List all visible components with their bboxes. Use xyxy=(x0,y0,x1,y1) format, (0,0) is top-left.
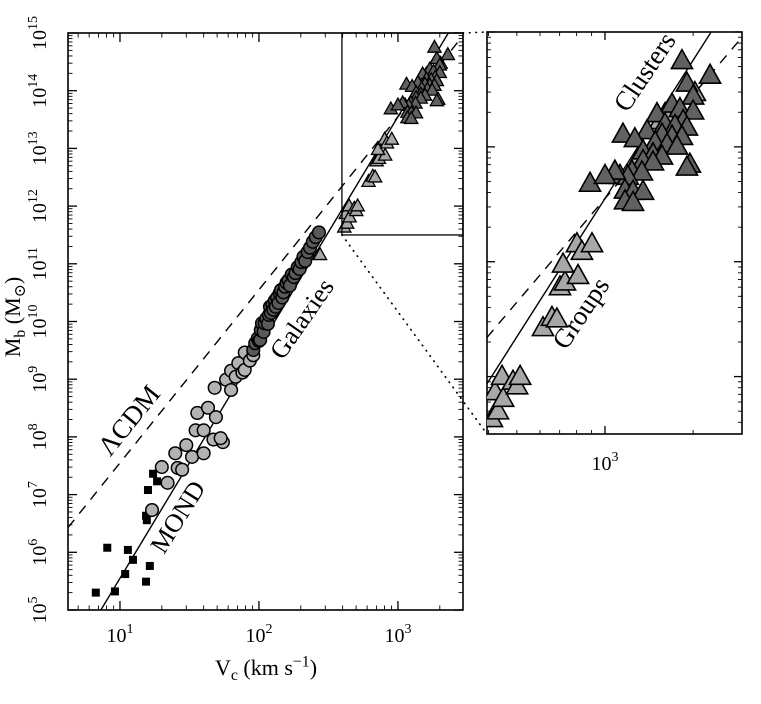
annotation-mond: MOND xyxy=(145,476,212,559)
connector-top-dotted-line xyxy=(462,31,488,34)
data-point xyxy=(430,462,451,481)
data-point xyxy=(142,577,151,586)
data-point xyxy=(635,118,659,140)
y-axis-title: Mb (M⊙) xyxy=(0,277,29,357)
series-dwarf-galaxies-main xyxy=(91,469,162,597)
y-tick-label-10e10: 1010 xyxy=(26,305,51,339)
data-point xyxy=(110,587,119,596)
annotation-lcdm: ΛCDM xyxy=(92,379,166,461)
data-point xyxy=(440,46,456,61)
data-point xyxy=(629,159,654,181)
data-point xyxy=(142,511,151,520)
data-point xyxy=(154,460,169,475)
data-point xyxy=(566,262,590,285)
data-point xyxy=(593,162,617,185)
series-gas-rich-galaxies-main xyxy=(144,345,261,518)
y-tick-label-10e5: 105 xyxy=(26,597,51,624)
data-point xyxy=(103,543,112,552)
data-point xyxy=(349,197,366,212)
y-tick-label-10e6: 106 xyxy=(26,539,51,566)
data-point xyxy=(160,475,175,490)
data-point xyxy=(200,400,216,415)
connector-bottom-dotted-line xyxy=(341,234,488,435)
y-tick-label-10e13: 1013 xyxy=(26,131,51,165)
data-point xyxy=(670,48,694,70)
y-tick-label-10e12: 1012 xyxy=(26,189,51,223)
data-point xyxy=(611,121,635,143)
data-point xyxy=(622,126,647,148)
y-tick-label-10e7: 107 xyxy=(26,481,51,508)
data-point xyxy=(621,189,645,212)
data-point xyxy=(196,446,211,461)
data-point xyxy=(144,502,160,518)
series-clusters-main xyxy=(383,39,456,125)
zoom-panel-frame xyxy=(486,31,743,435)
data-point xyxy=(508,363,533,386)
data-point xyxy=(179,438,194,453)
data-point xyxy=(426,39,443,53)
data-point xyxy=(128,555,137,564)
data-point xyxy=(168,446,183,461)
data-point xyxy=(367,168,383,183)
data-point xyxy=(91,588,100,597)
data-point xyxy=(390,96,406,111)
data-point xyxy=(142,516,151,525)
data-point xyxy=(551,251,575,273)
y-tick-label-10e8: 108 xyxy=(26,423,51,450)
x-tick-label-10e2: 102 xyxy=(245,622,272,647)
data-point xyxy=(384,131,400,145)
data-point xyxy=(196,423,211,438)
lcdm-line-main xyxy=(68,35,463,529)
data-point xyxy=(311,225,326,240)
x-tick-label-10e3: 103 xyxy=(384,622,411,647)
data-point xyxy=(698,62,722,84)
data-point xyxy=(213,431,228,446)
data-point xyxy=(208,410,223,425)
x-axis-title: Vc (km s−1) xyxy=(215,654,317,684)
data-point xyxy=(544,306,569,328)
series-star-dominated-galaxies-main xyxy=(246,225,326,358)
data-point xyxy=(224,382,239,398)
data-point xyxy=(184,449,200,464)
data-point xyxy=(675,154,699,176)
data-point xyxy=(429,92,445,107)
data-point xyxy=(145,561,154,570)
data-point xyxy=(424,82,440,96)
data-point xyxy=(143,486,152,495)
lcdm-line-panel xyxy=(487,36,742,338)
main-ticks xyxy=(68,32,463,611)
y-tick-label-10e11: 1011 xyxy=(26,247,51,280)
data-point xyxy=(580,231,604,253)
data-point xyxy=(487,398,510,420)
data-point xyxy=(149,469,158,478)
data-point xyxy=(491,385,516,408)
y-tick-label-10e14: 1014 xyxy=(26,74,51,108)
x-tick-label-10e1: 101 xyxy=(106,622,133,647)
inset-box xyxy=(341,32,464,236)
series-clusters-panel xyxy=(578,48,722,212)
data-point xyxy=(681,98,706,120)
data-point xyxy=(121,570,130,579)
data-point xyxy=(665,133,689,155)
data-point xyxy=(631,178,655,201)
data-point xyxy=(312,246,328,261)
panel-x-tick-label-10e3: 103 xyxy=(591,450,618,475)
y-tick-label-10e15: 1015 xyxy=(26,16,51,50)
y-tick-label-10e9: 109 xyxy=(26,366,51,393)
data-point xyxy=(403,110,419,125)
data-point xyxy=(175,462,190,477)
data-point xyxy=(207,380,222,395)
data-point xyxy=(153,477,162,486)
data-point xyxy=(641,149,665,171)
mond-line-panel xyxy=(487,32,712,385)
data-point xyxy=(123,545,132,554)
